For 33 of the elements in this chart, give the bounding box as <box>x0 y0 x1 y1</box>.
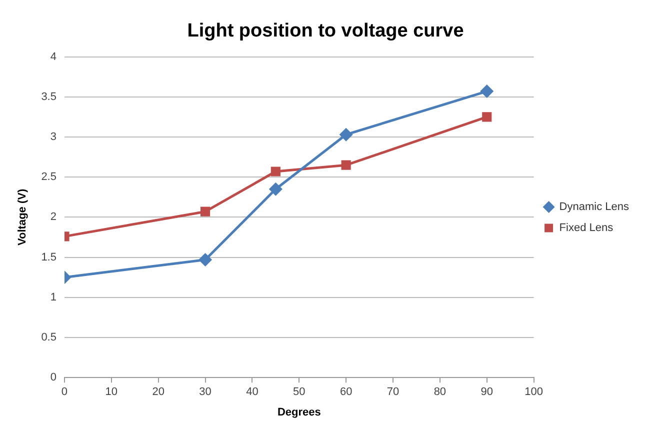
x-tick-label: 60 <box>340 386 352 398</box>
point <box>200 206 210 216</box>
legend-label: Fixed Lens <box>559 222 614 234</box>
x-tick-label: 20 <box>152 386 164 398</box>
point <box>341 160 351 170</box>
y-tick-label: 1.5 <box>41 251 56 264</box>
y-tick-label: 2.5 <box>41 171 56 184</box>
point <box>199 253 212 266</box>
y-tick-label: 0 <box>50 372 56 384</box>
point <box>340 128 352 141</box>
x-tick-label: 0 <box>61 386 68 398</box>
point <box>270 166 280 176</box>
x-tick-label: 90 <box>480 386 493 398</box>
y-tick-label: 3.5 <box>41 90 56 103</box>
y-tick-label: 2 <box>50 211 56 224</box>
x-tick-label: 100 <box>524 386 543 398</box>
x-tick-label: 10 <box>105 386 118 398</box>
x-axis-title: Degrees <box>277 406 321 418</box>
y-tick-label: 4 <box>50 50 56 63</box>
chart-title: Light position to voltage curve <box>187 20 464 42</box>
point <box>482 112 492 122</box>
y-tick-label: 1 <box>50 291 56 304</box>
x-tick-label: 50 <box>293 386 306 398</box>
x-tick-label: 30 <box>199 386 212 398</box>
x-tick-label: 70 <box>386 386 400 398</box>
y-axis-title: Voltage (V) <box>16 188 29 246</box>
x-tick-label: 40 <box>246 386 258 398</box>
y-tick-label: 0.5 <box>41 332 56 344</box>
point <box>269 182 282 196</box>
x-tick-label: 80 <box>434 386 446 398</box>
point <box>480 85 494 98</box>
y-tick-label: 3 <box>50 131 56 144</box>
legend-label: Dynamic Lens <box>559 201 630 214</box>
